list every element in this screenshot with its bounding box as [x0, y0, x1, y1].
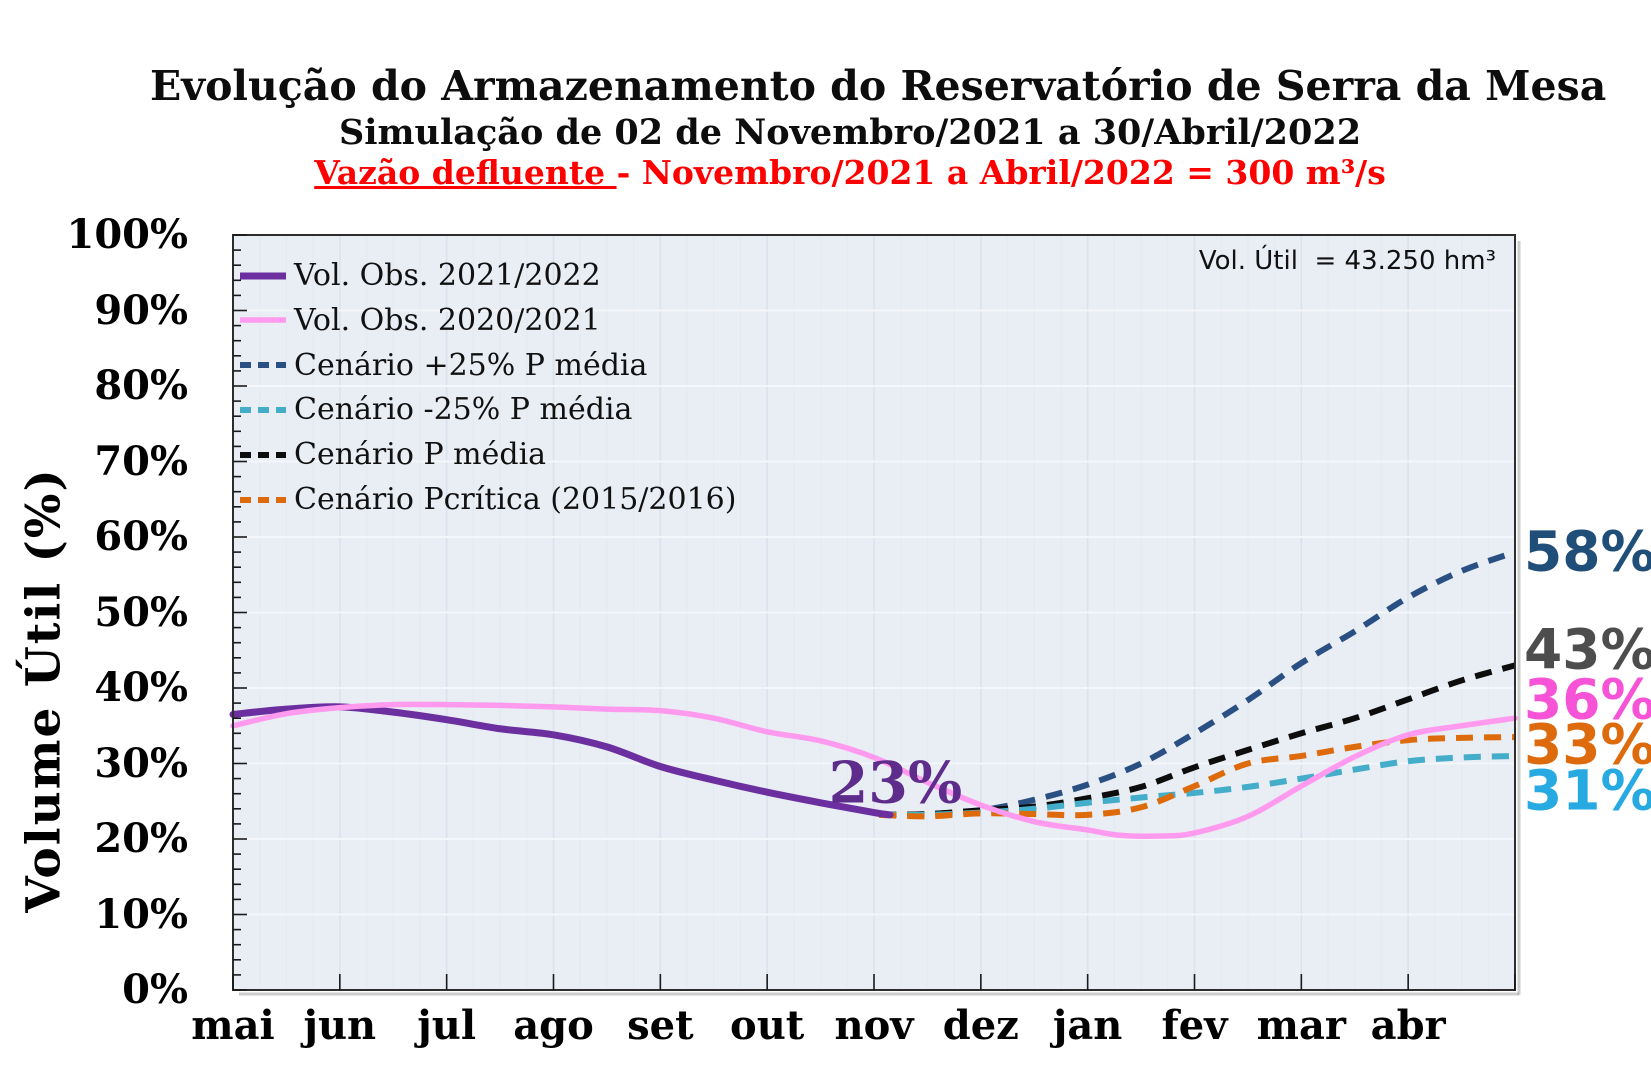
end-label-31%: 31%: [1524, 758, 1651, 823]
x-tick-label: abr: [1370, 1002, 1446, 1049]
x-tick-label: jun: [303, 1002, 377, 1049]
x-tick-label: jan: [1052, 1002, 1123, 1049]
useful-volume-annotation: Vol. Útil = 43.250 hm³: [1198, 246, 1496, 276]
legend-label: Vol. Obs. 2021/2022: [294, 258, 601, 293]
y-tick-label: 10%: [94, 890, 188, 938]
y-tick-label: 100%: [66, 211, 188, 258]
x-tick-label: jul: [417, 1002, 477, 1049]
legend-item-cenario-mais-25-p-media: Cenário +25% P média: [239, 343, 647, 388]
y-tick-label: 80%: [94, 362, 188, 409]
x-tick-label: mai: [191, 1002, 275, 1049]
legend-label: Cenário Pcrítica (2015/2016): [294, 482, 737, 517]
callout-23-percent: 23%: [828, 749, 963, 817]
legend-item-vol-obs-2020-2021: Vol. Obs. 2020/2021: [239, 298, 601, 343]
series-line-vol-obs-2020-2021: [230, 701, 1518, 839]
outflow-note-underlined: Vazão defluente: [314, 153, 617, 192]
y-tick-label: 60%: [94, 513, 188, 560]
y-tick-label: 0%: [122, 966, 188, 1013]
outflow-note-rest: - Novembro/2021 a Abril/2022 = 300 m³/s: [616, 153, 1386, 192]
legend-item-cenario-p-critica: Cenário Pcrítica (2015/2016): [239, 477, 736, 522]
chart-title: Evolução do Armazenamento do Reservatóri…: [150, 62, 1607, 110]
outflow-note: Vazão defluente - Novembro/2021 a Abril/…: [150, 153, 1550, 192]
series-line-cenario-p-critica: [879, 734, 1516, 820]
legend-swatch-vol-obs-2021-2022: [240, 272, 286, 279]
legend-swatch-cenario-mais-25-p-media: [240, 362, 286, 369]
y-tick-label: 50%: [94, 588, 188, 636]
end-label-36%: 36%: [1524, 667, 1651, 732]
legend-label: Cenário -25% P média: [294, 392, 633, 428]
y-tick-label: 70%: [94, 437, 188, 485]
y-tick-label: 90%: [94, 286, 188, 334]
series-line-cenario-menos-25-p-media: [879, 752, 1516, 819]
end-label-43%: 43%: [1524, 617, 1651, 682]
legend-item-cenario-menos-25-p-media: Cenário -25% P média: [239, 387, 632, 432]
x-tick-label: mar: [1256, 1002, 1346, 1049]
legend-swatch-cenario-p-critica: [240, 496, 286, 503]
x-tick-label: ago: [513, 1002, 594, 1049]
end-label-33%: 33%: [1524, 712, 1651, 777]
y-tick-label: 20%: [94, 815, 188, 862]
legend-label: Cenário +25% P média: [294, 347, 648, 383]
legend-label: Cenário P média: [294, 437, 547, 473]
legend-swatch-vol-obs-2020-2021: [240, 317, 286, 324]
y-tick-label: 40%: [94, 664, 188, 711]
x-tick-label: fev: [1161, 1002, 1228, 1049]
x-tick-label: out: [730, 1002, 805, 1049]
x-tick-label: dez: [942, 1002, 1019, 1049]
legend-item-cenario-p-media: Cenário P média: [239, 432, 546, 477]
legend-item-vol-obs-2021-2022: Vol. Obs. 2021/2022: [239, 253, 601, 298]
series-line-cenario-p-media: [879, 662, 1516, 818]
legend-swatch-cenario-p-media: [240, 451, 286, 458]
end-label-58%: 58%: [1524, 519, 1651, 584]
legend-swatch-cenario-menos-25-p-media: [240, 406, 286, 413]
x-tick-label: set: [627, 1002, 694, 1049]
chart-subtitle: Simulação de 02 de Novembro/2021 a 30/Ab…: [338, 112, 1362, 153]
legend-label: Vol. Obs. 2020/2021: [294, 302, 601, 338]
y-tick-label: 30%: [94, 739, 188, 787]
x-tick-label: nov: [834, 1002, 914, 1049]
